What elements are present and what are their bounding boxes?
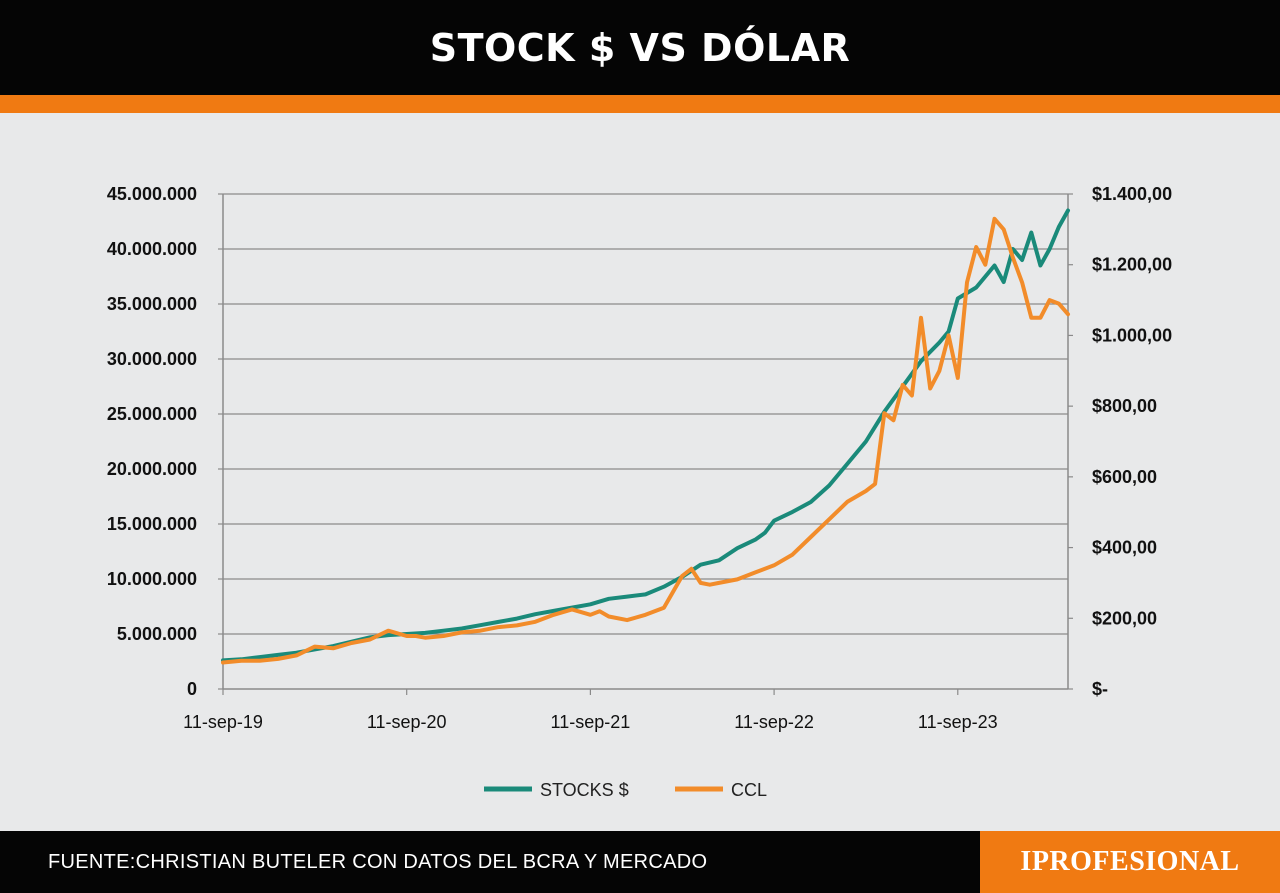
footer-bar: FUENTE:CHRISTIAN BUTELER CON DATOS DEL B…	[0, 831, 1280, 893]
y-left-tick-label: 5.000.000	[117, 624, 197, 644]
right-axis-ticks: $- $200,00 $400,00 $600,00 $800,00 $1.000,00 $…	[1068, 184, 1172, 699]
y-left-tick-label: 0	[187, 679, 197, 699]
header-bar: STOCK $ VS DÓLAR	[0, 0, 1280, 95]
source-note: FUENTE:CHRISTIAN BUTELER CON DATOS DEL B…	[48, 851, 708, 873]
x-tick-label: 11-sep-23	[918, 712, 998, 732]
accent-stripe	[0, 95, 1280, 113]
legend-label-ccl: CCL	[731, 780, 767, 800]
x-tick-label: 11-sep-22	[734, 712, 814, 732]
brand-logo: IPROFESIONAL	[980, 831, 1280, 893]
series-line-ccl	[221, 216, 1070, 665]
y-right-tick-label: $1.400,00	[1092, 184, 1172, 204]
y-left-tick-label: 35.000.000	[107, 294, 197, 314]
legend: STOCKS $ CCL	[484, 780, 767, 800]
legend-label-stocks: STOCKS $	[540, 780, 629, 800]
y-right-tick-label: $-	[1092, 679, 1108, 699]
series-lines	[221, 208, 1070, 665]
brand-name: IPROFESIONAL	[1020, 846, 1240, 877]
x-axis-ticks: 11-sep-19 11-sep-20 11-sep-21 11-sep-22 11-s…	[183, 689, 998, 732]
y-left-tick-label: 45.000.000	[107, 184, 197, 204]
x-tick-label: 11-sep-20	[367, 712, 447, 732]
left-axis-ticks: 0 5.000.000 10.000.000 15.000.000 20.000.000…	[107, 184, 223, 699]
y-left-tick-label: 10.000.000	[107, 569, 197, 589]
y-left-tick-label: 20.000.000	[107, 459, 197, 479]
stock-vs-dollar-chart: 0 5.000.000 10.000.000 15.000.000 20.000.000…	[107, 184, 1172, 800]
y-left-tick-label: 30.000.000	[107, 349, 197, 369]
y-right-tick-label: $1.200,00	[1092, 255, 1172, 275]
y-right-tick-label: $600,00	[1092, 467, 1157, 487]
page-title: STOCK $ VS DÓLAR	[429, 25, 851, 70]
y-left-tick-label: 40.000.000	[107, 239, 197, 259]
x-tick-label: 11-sep-21	[551, 712, 631, 732]
axes	[222, 194, 1069, 690]
series-line-stocks	[221, 208, 1070, 663]
y-right-tick-label: $200,00	[1092, 608, 1157, 628]
x-tick-label: 11-sep-19	[183, 712, 263, 732]
y-left-tick-label: 15.000.000	[107, 514, 197, 534]
y-right-tick-label: $400,00	[1092, 538, 1157, 558]
y-right-tick-label: $1.000,00	[1092, 325, 1172, 345]
chart-container: 0 5.000.000 10.000.000 15.000.000 20.000.000…	[0, 113, 1280, 831]
grid-lines	[223, 193, 1068, 635]
y-right-tick-label: $800,00	[1092, 396, 1157, 416]
y-left-tick-label: 25.000.000	[107, 404, 197, 424]
